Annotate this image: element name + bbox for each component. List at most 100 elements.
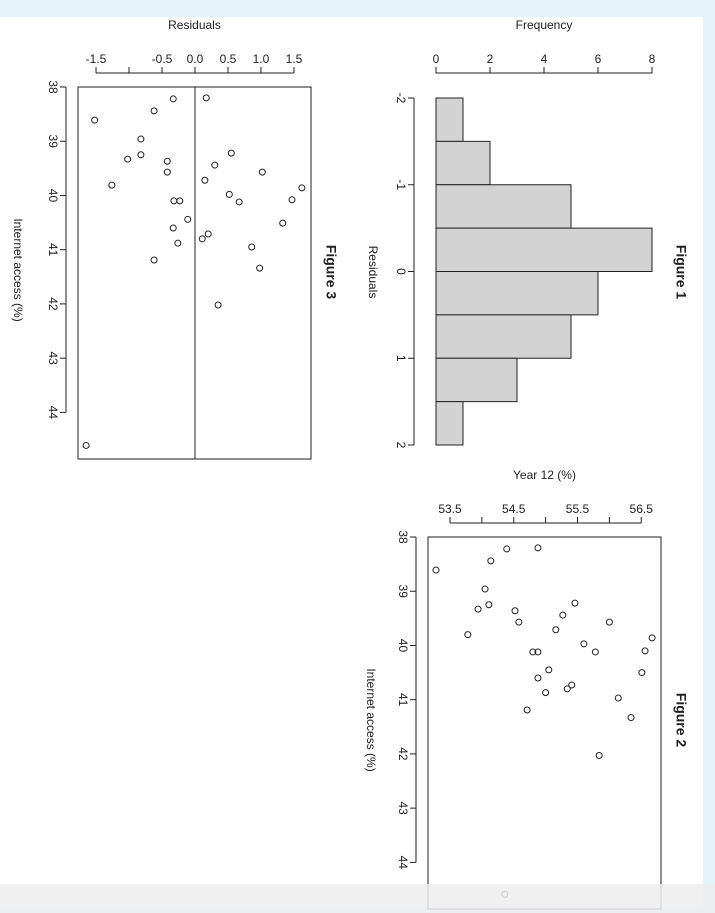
- x-axis-label: Frequency: [516, 18, 573, 32]
- point: [248, 243, 256, 251]
- y-tick-label: 0: [394, 268, 408, 275]
- point: [163, 157, 171, 165]
- bar: [435, 314, 572, 359]
- point: [545, 666, 553, 674]
- point: [464, 631, 472, 639]
- x-axis-label: Residuals: [168, 18, 221, 32]
- x-tick-label: 1.5: [286, 52, 303, 66]
- point: [298, 184, 306, 192]
- point: [198, 235, 206, 243]
- point: [523, 706, 531, 714]
- y-axis-label: Internet access (%): [11, 218, 25, 321]
- x-tick-label: 6: [595, 52, 602, 66]
- point: [288, 196, 296, 204]
- x-tick-label: 55.5: [566, 502, 590, 516]
- point: [568, 681, 576, 689]
- figure-title: Figure 1: [673, 245, 689, 300]
- point: [474, 605, 482, 613]
- point: [563, 685, 571, 693]
- y-axis-label: Residuals: [366, 246, 380, 299]
- x-tick-label: 2: [487, 52, 494, 66]
- y-tick-label: 42: [46, 297, 60, 311]
- point: [591, 648, 599, 656]
- point: [481, 585, 489, 593]
- y-tick-label: 39: [46, 135, 60, 149]
- x-tick-label: 1.0: [253, 52, 270, 66]
- point: [169, 224, 177, 232]
- x-tick-label: 54.5: [502, 502, 526, 516]
- x-tick-label: -1.5: [86, 52, 107, 66]
- point: [580, 640, 588, 648]
- point: [605, 618, 613, 626]
- point: [571, 599, 579, 607]
- point: [552, 626, 560, 634]
- point: [91, 116, 99, 124]
- x-tick-label: 0.0: [187, 52, 204, 66]
- point: [150, 256, 158, 264]
- point: [641, 647, 649, 655]
- point: [279, 219, 287, 227]
- point: [648, 634, 656, 642]
- y-tick-label: 41: [46, 243, 60, 257]
- point: [227, 149, 235, 157]
- point: [258, 168, 266, 176]
- point: [487, 557, 495, 565]
- point: [638, 669, 646, 677]
- bar: [435, 97, 464, 142]
- x-tick-label: 53.5: [438, 502, 462, 516]
- point: [137, 135, 145, 143]
- x-tick-label: 8: [649, 52, 656, 66]
- x-tick-label: 56.5: [630, 502, 654, 516]
- x-tick-label: 0: [433, 52, 440, 66]
- y-tick-label: -1: [394, 179, 408, 190]
- figure-title: Figure 3: [323, 245, 339, 300]
- y-tick-label: 43: [46, 351, 60, 365]
- point: [150, 107, 158, 115]
- y-tick-label: -2: [394, 93, 408, 104]
- point: [174, 239, 182, 247]
- point: [595, 752, 603, 760]
- point: [214, 301, 222, 309]
- point: [534, 648, 542, 656]
- y-tick-label: 39: [396, 585, 410, 599]
- y-tick-label: 38: [46, 80, 60, 94]
- point: [204, 230, 212, 238]
- point: [485, 601, 493, 609]
- panel: [0, 17, 703, 907]
- point: [511, 607, 519, 615]
- y-tick-label: 40: [396, 639, 410, 653]
- bar: [435, 271, 599, 316]
- y-tick-label: 1: [394, 355, 408, 362]
- point: [542, 689, 550, 697]
- bottom-bar: [0, 884, 715, 913]
- point: [163, 168, 171, 176]
- y-tick-label: 41: [396, 693, 410, 707]
- bar: [435, 140, 491, 186]
- point: [201, 176, 209, 184]
- bar: [435, 227, 653, 272]
- y-tick-label: 44: [46, 406, 60, 420]
- x-axis-label: Year 12 (%): [513, 468, 576, 482]
- bar: [435, 401, 464, 446]
- point: [225, 190, 233, 198]
- point: [108, 181, 116, 189]
- point: [614, 694, 622, 702]
- point: [534, 674, 542, 682]
- y-tick-label: 38: [396, 530, 410, 544]
- point: [169, 95, 177, 103]
- y-tick-label: 42: [396, 747, 410, 761]
- point: [529, 648, 537, 656]
- point: [202, 94, 210, 102]
- bar: [435, 184, 572, 229]
- point: [432, 566, 440, 574]
- figure-title: Figure 2: [673, 693, 689, 748]
- point: [82, 441, 90, 449]
- x-tick-label: -0.5: [152, 52, 173, 66]
- point: [184, 215, 192, 223]
- y-tick-label: 40: [46, 189, 60, 203]
- x-tick-label: 0.5: [220, 52, 237, 66]
- point: [137, 151, 145, 159]
- point: [176, 197, 184, 205]
- point: [503, 545, 511, 553]
